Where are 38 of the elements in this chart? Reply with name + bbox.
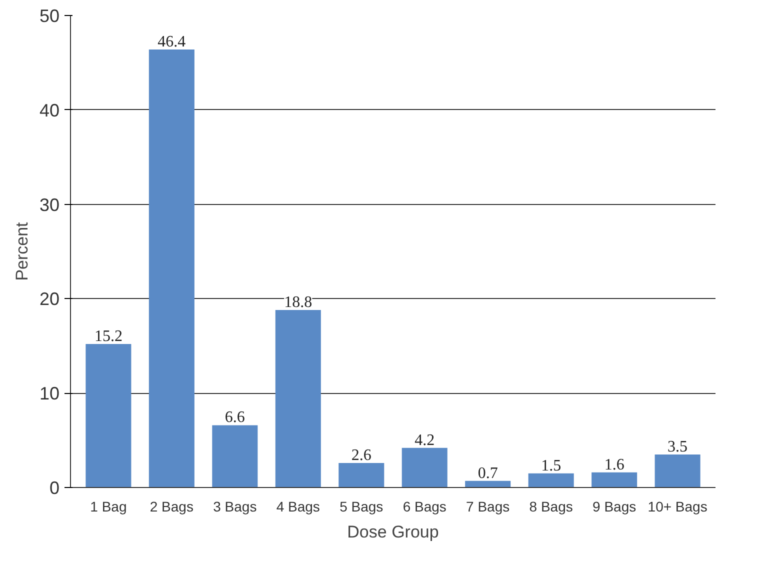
x-tick-label: 5 Bags — [340, 498, 384, 514]
y-tick-label: 50 — [39, 6, 60, 26]
x-tick-label: 7 Bags — [466, 498, 510, 514]
x-axis-title: Dose Group — [347, 522, 439, 542]
x-tick-label: 6 Bags — [402, 498, 446, 514]
bar — [212, 425, 258, 488]
data-label: 15.2 — [94, 328, 122, 346]
bar — [275, 310, 321, 488]
data-label: 3.5 — [668, 438, 688, 456]
bar — [654, 454, 700, 488]
y-axis-title: Percent — [12, 222, 32, 281]
bar — [592, 472, 638, 488]
data-label: 1.6 — [604, 456, 624, 474]
data-label: 2.6 — [351, 446, 372, 464]
data-label: 1.5 — [541, 457, 562, 474]
bar — [148, 49, 194, 488]
y-tick-label: 30 — [39, 194, 60, 215]
data-label: 0.7 — [478, 464, 498, 482]
x-tick-label: 10+ Bags — [648, 498, 708, 514]
bar — [86, 344, 132, 488]
y-tick-label: 10 — [39, 384, 60, 404]
bar — [338, 462, 384, 488]
y-tick-label: 0 — [49, 478, 60, 498]
data-label: 4.2 — [414, 432, 435, 449]
x-tick-label: 9 Bags — [592, 498, 636, 514]
bar — [465, 480, 511, 488]
bar — [402, 448, 448, 488]
x-tick-label: 2 Bags — [150, 498, 194, 514]
y-tick-label: 40 — [39, 100, 60, 120]
x-tick-label: 1 Bag — [90, 498, 127, 514]
data-label: 6.6 — [224, 409, 245, 426]
x-tick-label: 4 Bags — [276, 498, 320, 514]
data-label: 18.8 — [284, 294, 312, 312]
data-label: 46.4 — [158, 33, 186, 50]
x-tick-label: 3 Bags — [213, 498, 257, 514]
bar — [528, 473, 574, 488]
y-tick-label: 20 — [39, 289, 60, 310]
x-tick-label: 8 Bags — [529, 498, 573, 514]
